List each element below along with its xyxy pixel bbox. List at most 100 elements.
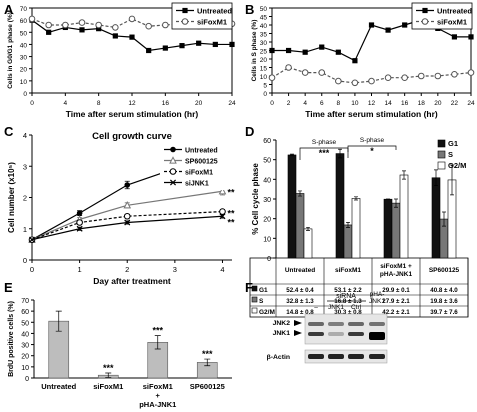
panel-d-table-swatch bbox=[251, 307, 258, 314]
panel-b-sifoxm1-point bbox=[417, 72, 425, 80]
panel-e-category-label: Untreated bbox=[41, 382, 76, 391]
panel-c-legend-sijnk1-marker bbox=[169, 179, 177, 186]
panel-a-x-tick-label: 24 bbox=[228, 100, 236, 107]
panel-d-table-cell: 30.3 ± 0.8 bbox=[334, 309, 362, 316]
panel-d-error-bar-s bbox=[442, 211, 446, 227]
panel-c-y-tick-label: 0 bbox=[23, 256, 27, 265]
panel-b-x-axis-title: Time after serum stimulation (hr) bbox=[305, 109, 438, 119]
panel-d-bracket-stars: *** bbox=[319, 148, 330, 158]
panel-e-error-bar bbox=[55, 310, 62, 332]
panel-b-sifoxm1-point bbox=[301, 69, 309, 76]
panel-a-legend-box bbox=[171, 2, 233, 30]
panel-b-x-tick-label: 6 bbox=[320, 100, 324, 107]
panel-d-bar-g2-m bbox=[399, 174, 409, 259]
panel-c-x-tick-label: 1 bbox=[78, 265, 82, 274]
panel-d-error-bar-g1 bbox=[434, 169, 438, 186]
panel-c-y-tick-label: 1 bbox=[23, 225, 27, 234]
panel-d-y-tick-label: 50 bbox=[263, 158, 271, 165]
panel-b-untreated-point bbox=[302, 49, 308, 55]
panel-d-bar-s bbox=[391, 202, 401, 259]
panel-d-bracket-label: S-phase bbox=[312, 139, 337, 146]
panel-e-error-bar bbox=[204, 358, 211, 367]
panel-b-y-tick-label: 15 bbox=[260, 66, 268, 73]
panel-f-row-label: JNK1 bbox=[273, 330, 291, 337]
panel-a-x-axis-title: Time after serum stimulation (hr) bbox=[66, 109, 199, 119]
panel-b-x-tick-label: 4 bbox=[303, 100, 307, 107]
panel-d-bar-s bbox=[343, 224, 353, 259]
panel-c-x-tick-label: 2 bbox=[125, 265, 129, 274]
panel-d-bar-g1 bbox=[383, 198, 393, 259]
panel-f-band-actin bbox=[348, 354, 364, 359]
panel-b-x-tick-label: 12 bbox=[368, 100, 376, 107]
panel-a-untreated-point bbox=[129, 34, 135, 40]
panel-e-y-tick-label: 70 bbox=[21, 298, 29, 305]
panel-b-x-tick-label: 14 bbox=[384, 100, 392, 107]
panel-b-x-tick-label: 20 bbox=[434, 100, 442, 107]
panel-e-significance-stars: *** bbox=[103, 363, 114, 373]
panel-d-table-swatch bbox=[251, 296, 258, 303]
panel-f-lane-label: Ctrl bbox=[351, 304, 362, 311]
panel-d-category-label: pHA-JNK1 bbox=[380, 271, 413, 278]
panel-c-significance-stars: ** bbox=[227, 187, 235, 197]
panel-e-category-label: SP600125 bbox=[190, 382, 225, 391]
panel-d-table-cell: 40.8 ± 4.0 bbox=[430, 287, 458, 294]
panel-e-y-tick-label: 60 bbox=[21, 309, 29, 316]
panel-b-x-tick-label: 24 bbox=[467, 100, 475, 107]
panel-d-table-cell: 27.9 ± 2.1 bbox=[382, 298, 410, 305]
panel-b-untreated-point bbox=[269, 47, 275, 54]
panel-a-legend-untreated-marker bbox=[182, 7, 188, 14]
panel-d-category-label: siFoxM1 bbox=[335, 267, 361, 274]
panel-b-sifoxm1-point bbox=[401, 74, 408, 81]
panel-f-row-arrow bbox=[294, 320, 302, 326]
panel-label-c: C bbox=[4, 124, 14, 139]
panel-c-growth-curve-chart: 0 1 2 3 4 0 1 2 3 4 Day after treatment Cell number… bbox=[7, 131, 235, 286]
panel-e-y-axis-title: BrdU positive cells (%) bbox=[8, 301, 15, 377]
panel-b-x-tick-label: 2 bbox=[287, 100, 291, 107]
panel-c-legend-sijnk1-label: siJNK1 bbox=[185, 181, 209, 188]
panel-a-untreated-point bbox=[96, 26, 102, 32]
panel-d-y-tick-label: 40 bbox=[263, 177, 271, 184]
panel-b-sifoxm1-point bbox=[285, 64, 292, 71]
panel-d-bar-g1 bbox=[287, 154, 297, 259]
panel-a-untreated-point bbox=[162, 45, 168, 51]
panel-f-band-jnk2 bbox=[328, 322, 344, 326]
panel-f-lane-label: pHA- bbox=[370, 291, 385, 298]
panel-d-legend-s-swatch bbox=[437, 150, 446, 159]
panel-a-x-tick-label: 12 bbox=[128, 100, 136, 107]
panel-b-sifoxm1-point bbox=[467, 69, 475, 76]
panel-b-legend-untreated-label: Untreated bbox=[437, 7, 472, 16]
panel-e-significance-stars: *** bbox=[152, 326, 163, 336]
panel-e-significance-stars: *** bbox=[202, 349, 213, 359]
panel-c-sp600125-point bbox=[123, 201, 132, 209]
panel-f-band-jnk1 bbox=[328, 332, 344, 336]
panel-c-sifoxm1-point bbox=[76, 219, 83, 226]
panel-a-sifoxm1-point bbox=[112, 24, 119, 31]
panel-a-sifoxm1-point bbox=[78, 19, 86, 26]
panel-f-sirna-header: siRNA bbox=[336, 293, 356, 300]
panel-e-error-bar bbox=[105, 372, 112, 378]
panel-a-sifoxm1-point bbox=[62, 21, 69, 29]
panel-a-y-tick-label: 20 bbox=[20, 67, 28, 74]
panel-a-y-tick-label: 50 bbox=[20, 30, 28, 37]
panel-c-y-tick-label: 2 bbox=[23, 194, 27, 203]
panel-label-f: F bbox=[245, 280, 253, 295]
panel-b-sifoxm1-point bbox=[318, 69, 326, 76]
panel-b-legend-sifoxm1-marker bbox=[421, 18, 429, 25]
panel-b-untreated-point bbox=[352, 58, 358, 64]
panel-b-sifoxm1-point bbox=[351, 79, 359, 87]
panel-a-untreated-point bbox=[79, 27, 85, 33]
panel-b-legend-sifoxm1-label: siFoxM1 bbox=[437, 18, 467, 27]
panel-d-error-bar-s bbox=[394, 198, 398, 208]
panel-d-category-label: SP600125 bbox=[429, 267, 460, 274]
panel-a-legend-untreated-label: Untreated bbox=[197, 7, 232, 16]
panel-d-table-cell: 52.4 ± 0.4 bbox=[286, 287, 314, 294]
panel-a-y-tick-label: 10 bbox=[20, 79, 28, 86]
panel-a-sifoxm1-point bbox=[162, 21, 169, 29]
panel-d-error-bar-g1 bbox=[290, 153, 294, 157]
panel-c-y-tick-label: 4 bbox=[23, 131, 27, 140]
panel-b-sifoxm1-point bbox=[368, 77, 375, 85]
panel-b-y-tick-label: 50 bbox=[260, 6, 268, 13]
panel-d-table-cell: 39.7 ± 7.6 bbox=[430, 309, 458, 316]
